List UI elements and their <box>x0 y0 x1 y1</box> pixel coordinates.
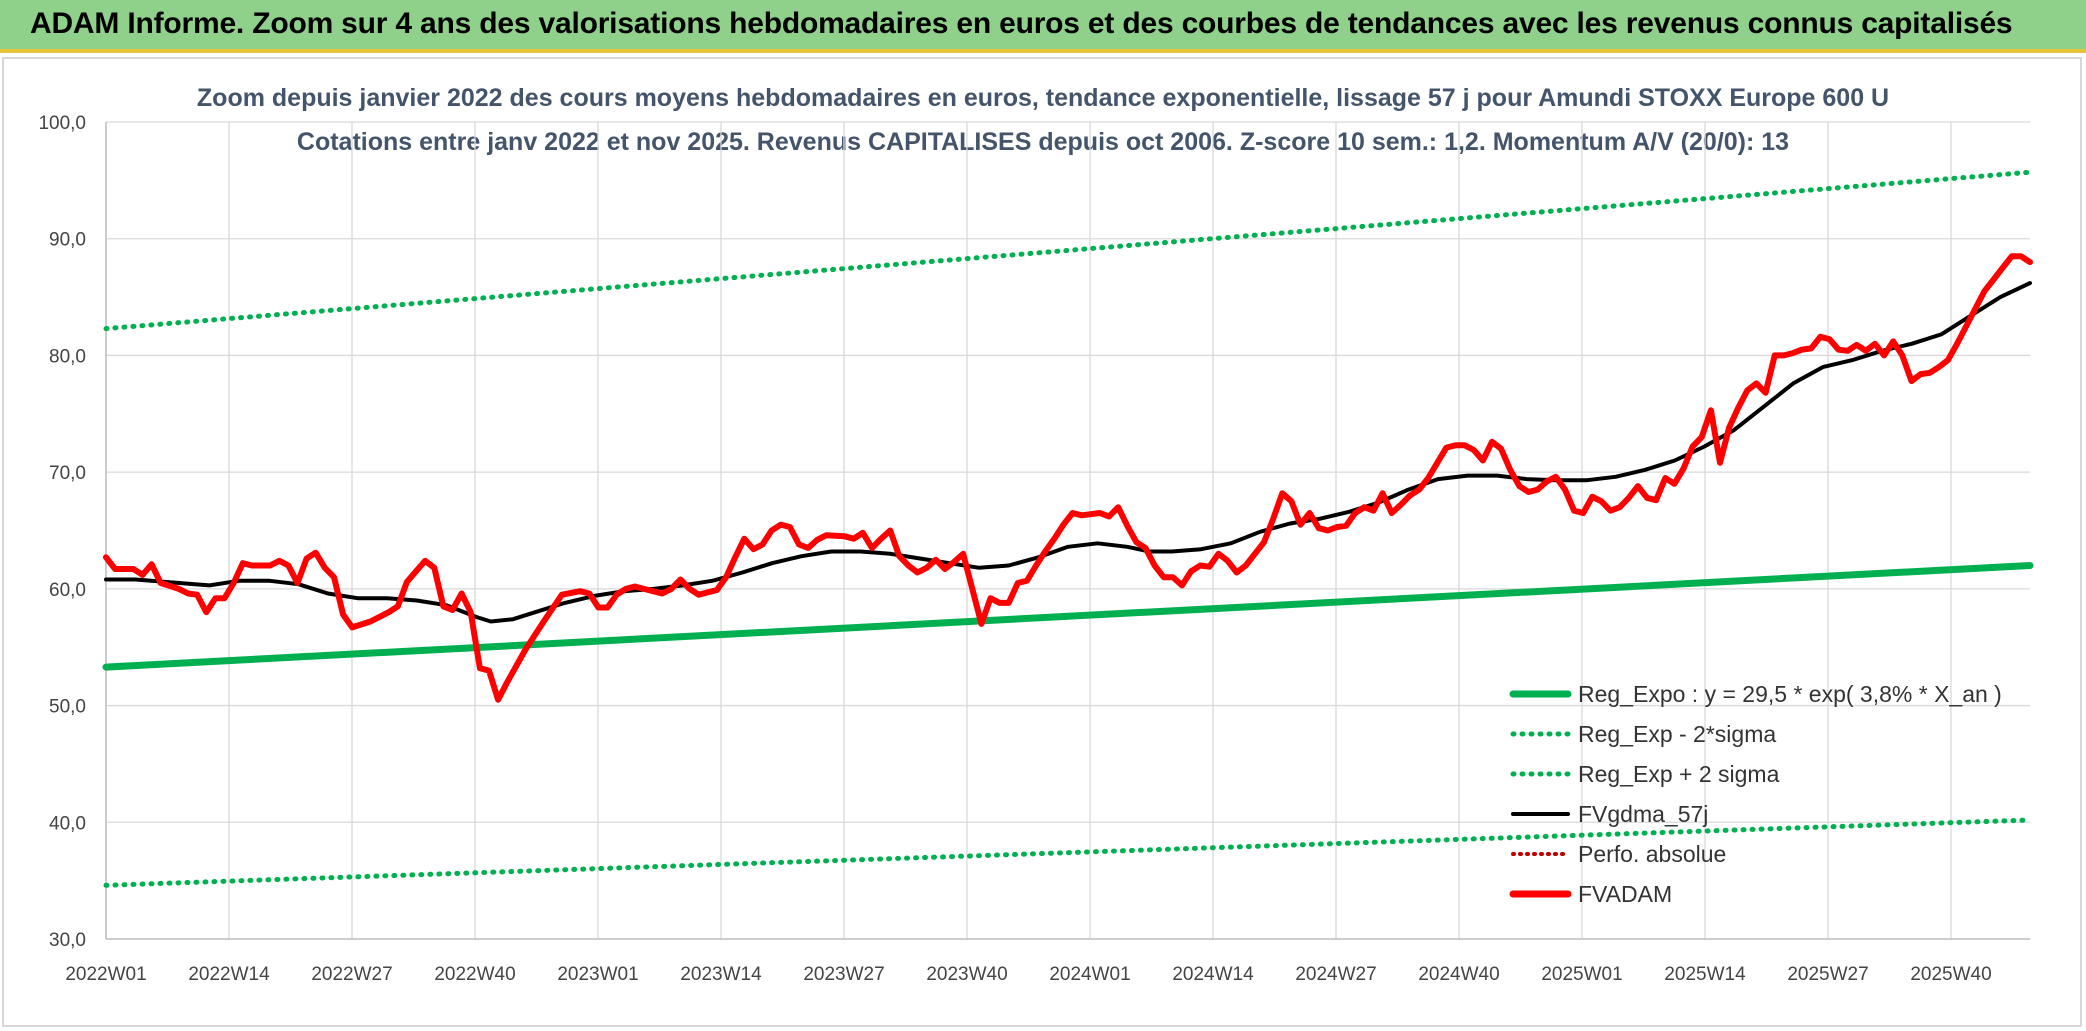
y-tick-label: 30,0 <box>49 930 86 951</box>
series-fvadam <box>103 253 2033 703</box>
legend: Reg_Expo : y = 29,5 * exp( 3,8% * X_an )… <box>1509 681 2002 907</box>
y-tick-label: 90,0 <box>49 230 86 251</box>
x-tick-label: 2024W27 <box>1295 964 1376 985</box>
y-tick-label: 80,0 <box>49 346 86 367</box>
x-tick-label: 2023W40 <box>926 964 1007 985</box>
header-banner: ADAM Informe. Zoom sur 4 ans des valoris… <box>0 0 2086 53</box>
x-tick-label: 2023W14 <box>680 964 762 985</box>
x-axis: 2022W01 2022W14 2022W27 2022W40 2023W01 2023W… <box>65 964 1991 985</box>
x-tick-label: 2022W01 <box>65 964 146 985</box>
chart-subtitle: Cotations entre janv 2022 et nov 2025. R… <box>296 128 1790 156</box>
legend-label: Reg_Exp - 2*sigma <box>1578 721 1776 747</box>
legend-label: Reg_Expo : y = 29,5 * exp( 3,8% * X_an ) <box>1578 681 2002 707</box>
series-layer <box>102 169 2034 888</box>
x-tick-label: 2023W27 <box>803 964 884 985</box>
series-fvgdma-57j <box>104 281 2032 624</box>
x-tick-label: 2024W01 <box>1049 964 1130 985</box>
legend-label: Reg_Exp + 2 sigma <box>1578 761 1780 787</box>
y-tick-label: 50,0 <box>49 697 86 718</box>
gridlines <box>105 121 2030 940</box>
y-tick-label: 60,0 <box>49 580 86 601</box>
y-tick-label: 70,0 <box>49 463 86 484</box>
x-tick-label: 2025W14 <box>1664 964 1746 985</box>
legend-label: FVgdma_57j <box>1578 801 1708 827</box>
x-tick-label: 2023W01 <box>557 964 638 985</box>
series-reg-exp-2-sigma <box>103 817 2033 888</box>
legend-label: FVADAM <box>1578 881 1672 907</box>
x-tick-label: 2025W40 <box>1910 964 1991 985</box>
x-tick-label: 2024W14 <box>1172 964 1254 985</box>
x-tick-label: 2024W40 <box>1418 964 1499 985</box>
x-tick-label: 2022W14 <box>188 964 270 985</box>
x-tick-label: 2022W40 <box>434 964 515 985</box>
y-axis: 100,0 90,0 80,0 70,0 60,0 50,0 40,0 30,0 <box>38 113 86 951</box>
page-title: ADAM Informe. Zoom sur 4 ans des valoris… <box>30 7 2013 40</box>
x-tick-label: 2022W27 <box>311 964 392 985</box>
series-reg-expo <box>102 562 2034 671</box>
legend-label: Perfo. absolue <box>1578 841 1726 867</box>
x-tick-label: 2025W27 <box>1787 964 1868 985</box>
chart-frame <box>2 57 2082 1027</box>
y-tick-label: 40,0 <box>49 813 86 834</box>
y-tick-label: 100,0 <box>38 113 86 134</box>
chart-title: Zoom depuis janvier 2022 des cours moyen… <box>196 84 1890 112</box>
x-tick-label: 2025W01 <box>1541 964 1622 985</box>
series-reg-exp-2-sigma <box>103 169 2033 332</box>
